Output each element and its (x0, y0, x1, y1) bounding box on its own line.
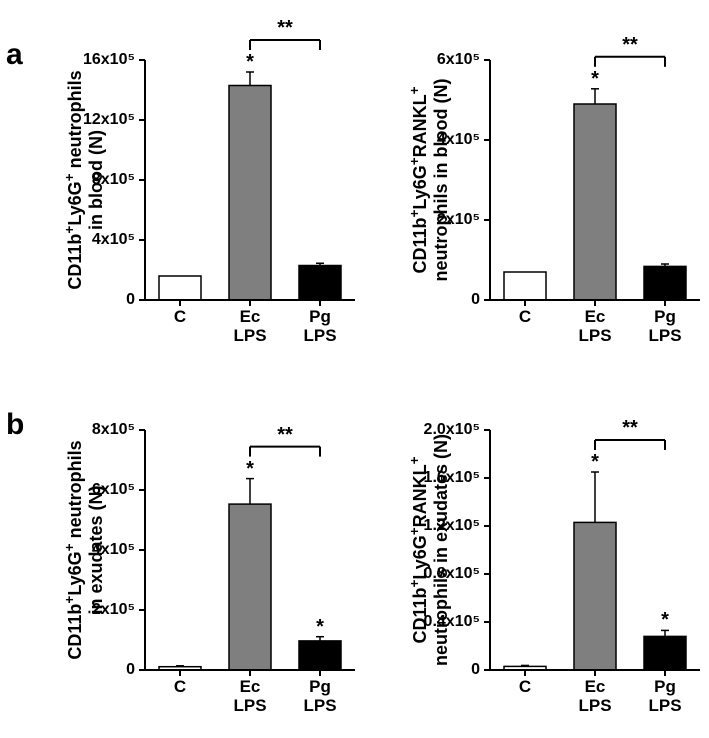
xtick-label: PgLPS (648, 678, 681, 715)
bar (159, 276, 201, 300)
xtick-label: PgLPS (303, 308, 336, 345)
xtick-label: EcLPS (233, 308, 266, 345)
bar (574, 104, 616, 300)
sig-star: * (316, 617, 324, 637)
bar (299, 641, 341, 670)
sig-star: * (591, 452, 599, 472)
xtick-label: PgLPS (303, 678, 336, 715)
sig-star: * (591, 69, 599, 89)
chart-a_right (480, 5, 709, 310)
chart-b_left (135, 375, 365, 680)
y-axis-label: CD11b+Ly6G+ neutrophilsin exudates (N) (65, 430, 107, 670)
bar (644, 636, 686, 670)
y-axis-label: CD11b+Ly6G+RANKL+neutrophils in exudates… (410, 430, 452, 670)
xtick-label: EcLPS (578, 308, 611, 345)
bar (229, 504, 271, 670)
bar (504, 272, 546, 300)
bar (644, 266, 686, 300)
sig-star: * (246, 459, 254, 479)
y-axis-label: CD11b+Ly6G+RANKL+neutrophils in blood (N… (410, 60, 452, 300)
y-axis-label: CD11b+Ly6G+ neutrophilsin blood (N) (65, 60, 107, 300)
panel-label-a: a (6, 38, 23, 72)
sig-star: * (246, 52, 254, 72)
xtick-label: C (174, 678, 186, 697)
chart-b_right (480, 375, 709, 680)
xtick-label: C (519, 308, 531, 327)
xtick-label: EcLPS (578, 678, 611, 715)
xtick-label: C (519, 678, 531, 697)
sig-star: * (661, 610, 669, 630)
figure: a b ***04x10⁵8x10⁵12x10⁵16x10⁵CEcLPSPgLP… (0, 0, 709, 738)
panel-label-b: b (6, 408, 24, 442)
bar (229, 86, 271, 301)
bar (299, 266, 341, 301)
xtick-label: PgLPS (648, 308, 681, 345)
bar (574, 522, 616, 670)
xtick-label: EcLPS (233, 678, 266, 715)
xtick-label: C (174, 308, 186, 327)
